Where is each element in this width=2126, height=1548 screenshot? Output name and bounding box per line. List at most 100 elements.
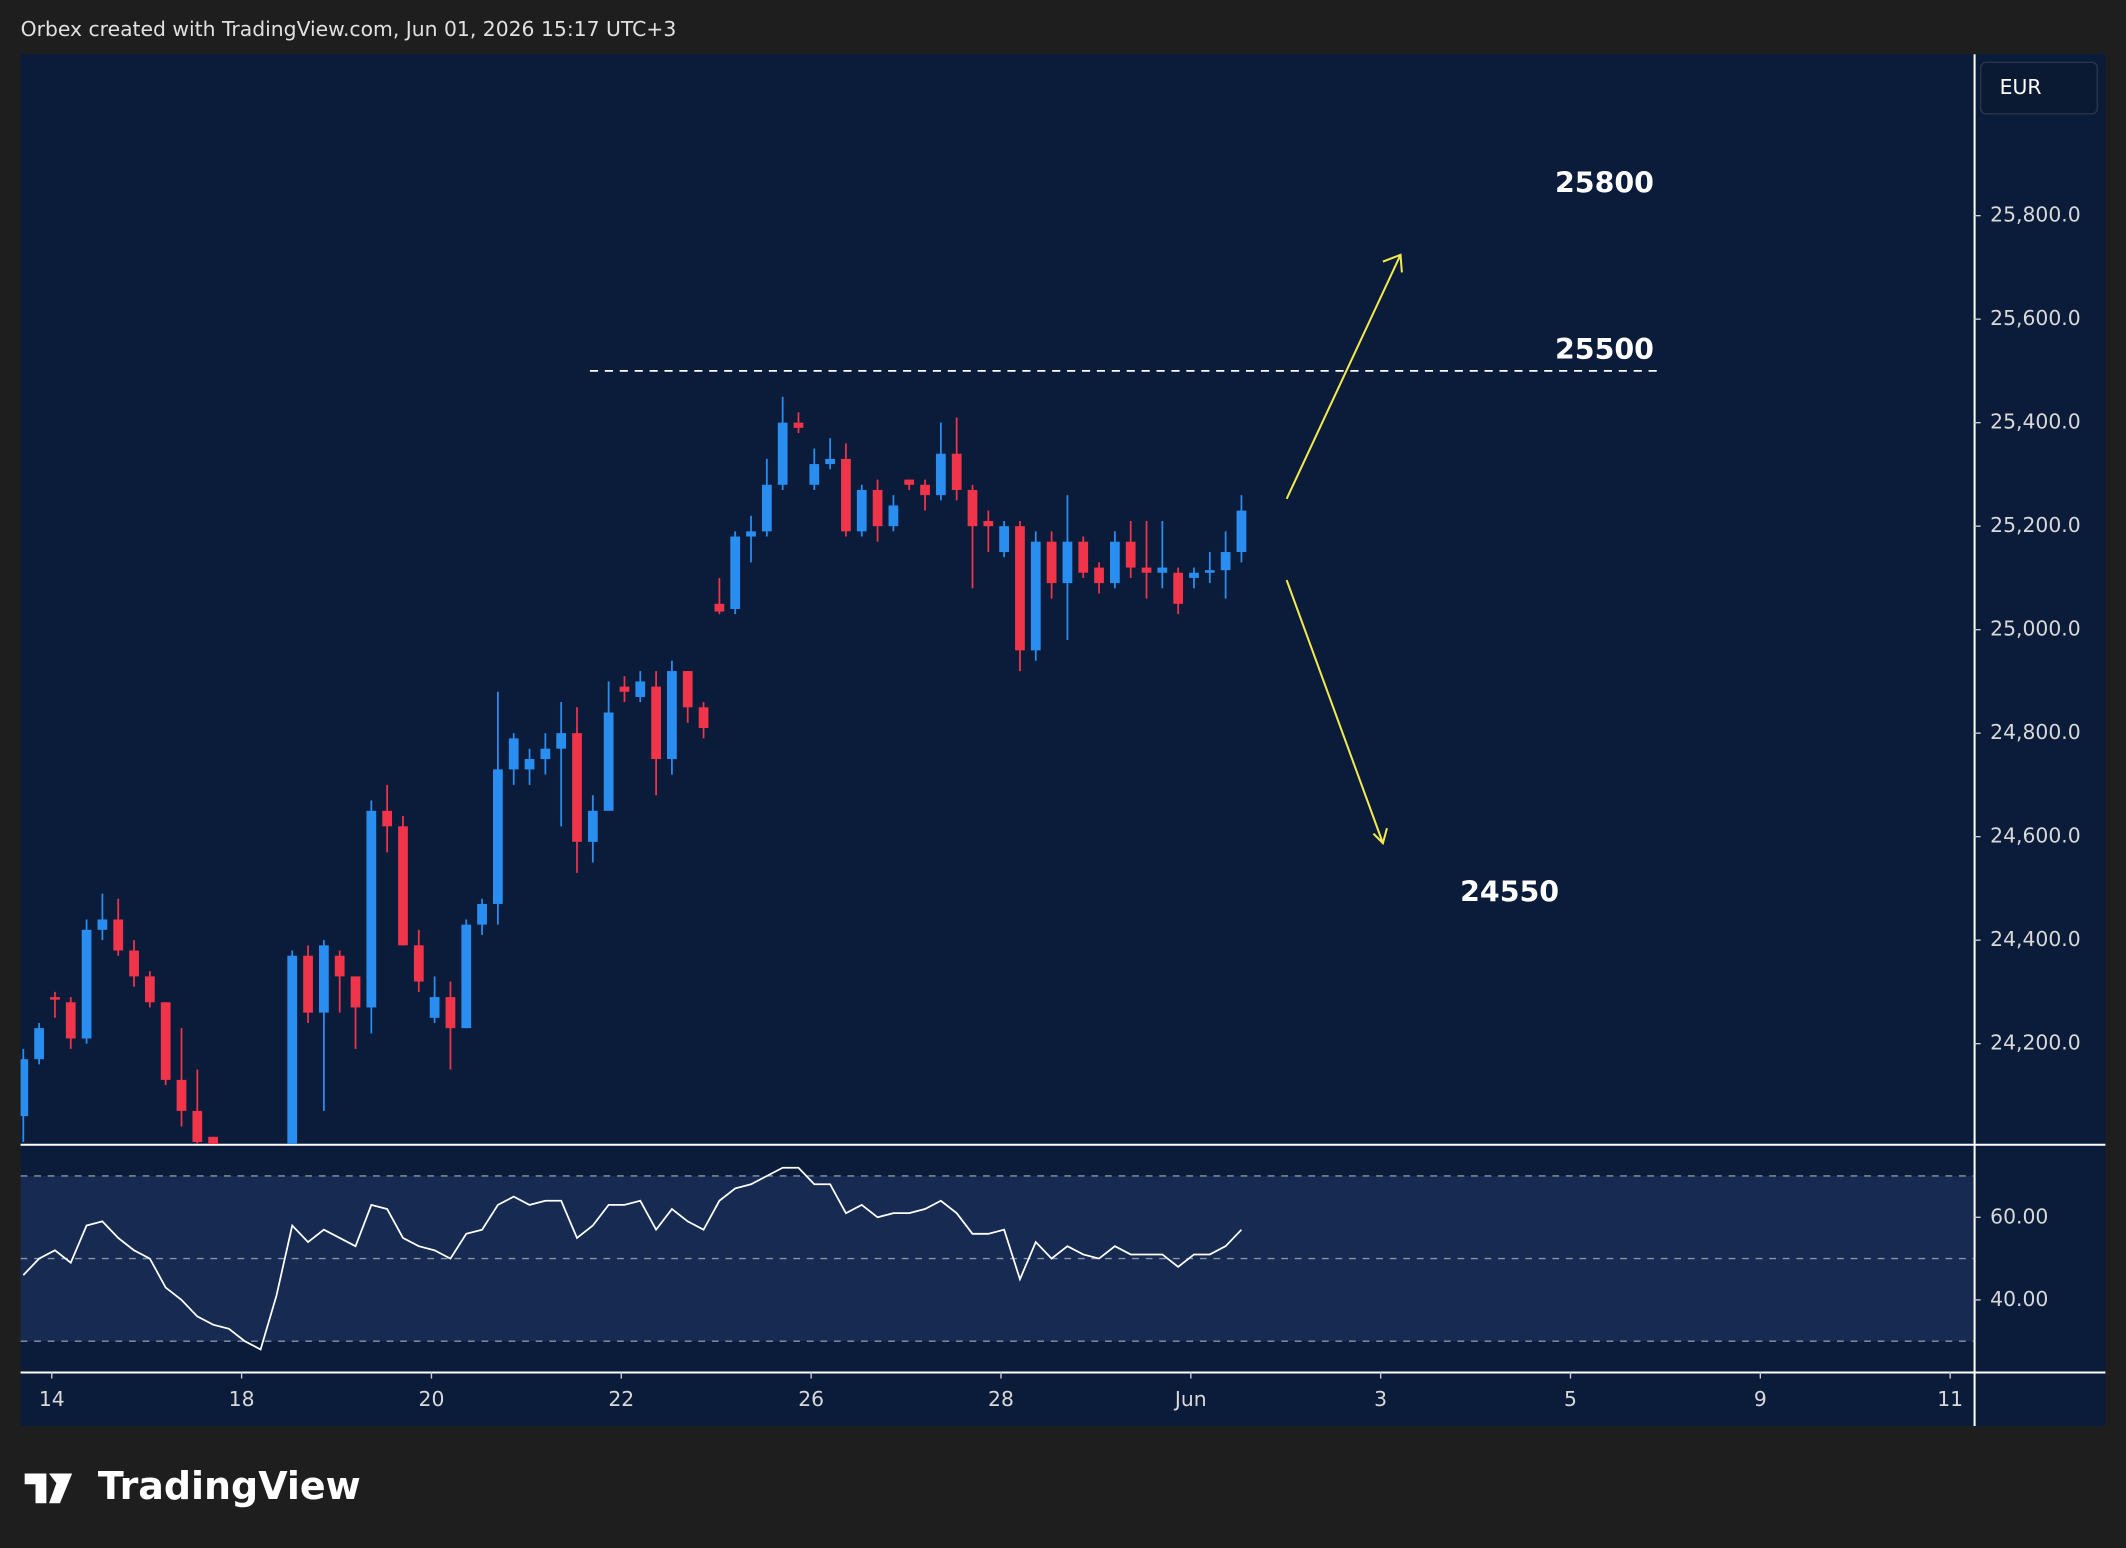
candle-body bbox=[334, 955, 345, 977]
candle-body bbox=[856, 489, 867, 532]
candle-body bbox=[920, 484, 930, 496]
candle-body bbox=[1125, 541, 1136, 568]
candle-body bbox=[477, 903, 487, 925]
candle-body bbox=[761, 484, 772, 532]
candle-body bbox=[192, 1110, 203, 1142]
candle-body bbox=[651, 686, 661, 760]
candle-body bbox=[951, 453, 962, 490]
x-tick-label: 5 bbox=[1564, 1387, 1577, 1411]
candle-body bbox=[1157, 567, 1168, 573]
y-tick-label: 25,400.0 bbox=[1990, 410, 2081, 434]
y-tick-label: 25,800.0 bbox=[1990, 203, 2081, 227]
x-tick-label: Jun bbox=[1173, 1387, 1207, 1411]
candle-body bbox=[461, 924, 472, 1029]
candle-body bbox=[809, 464, 820, 485]
candle-body bbox=[65, 1002, 76, 1039]
candle-body bbox=[318, 945, 329, 1013]
candle-body bbox=[999, 526, 1010, 553]
x-tick-label: 11 bbox=[1937, 1387, 1963, 1411]
candle-body bbox=[81, 929, 92, 1039]
logo: TradingView bbox=[24, 1464, 361, 1508]
candle-body bbox=[97, 919, 108, 930]
y-tick-label: 40.00 bbox=[1990, 1287, 2048, 1311]
candle-body bbox=[682, 671, 693, 708]
currency: EUR bbox=[2000, 75, 2042, 99]
candle-body bbox=[1078, 541, 1089, 573]
candle-body bbox=[1094, 567, 1104, 584]
candle-body bbox=[1015, 526, 1025, 651]
rsi-line bbox=[22, 1166, 1243, 1351]
candles bbox=[20, 396, 1247, 1145]
candle-body bbox=[935, 453, 946, 496]
annotation: 24550 bbox=[1460, 875, 1559, 908]
candle-body bbox=[572, 733, 582, 842]
candle-body bbox=[34, 1028, 44, 1060]
y-tick-label: 25,200.0 bbox=[1990, 513, 2081, 537]
candle-body bbox=[1109, 541, 1120, 584]
x-tick-label: 20 bbox=[419, 1387, 445, 1411]
candle-body bbox=[303, 955, 313, 1013]
candle-body bbox=[587, 810, 598, 842]
candle-body bbox=[777, 422, 788, 485]
candle-body bbox=[888, 505, 899, 527]
candle-body bbox=[413, 945, 424, 982]
candle-body bbox=[1062, 541, 1073, 584]
candle-body bbox=[714, 603, 725, 612]
y-tick-label: 24,200.0 bbox=[1990, 1031, 2081, 1055]
candle-body bbox=[983, 520, 994, 527]
candle-body bbox=[967, 489, 978, 527]
annotation: 25500 bbox=[1555, 333, 1654, 366]
header: Orbex created with TradingView.com, Jun … bbox=[21, 17, 677, 41]
candle-body bbox=[556, 733, 567, 749]
y-tick-label: 60.00 bbox=[1990, 1204, 2048, 1228]
y-tick-label: 24,400.0 bbox=[1990, 927, 2081, 951]
y-tick-label: 25,600.0 bbox=[1990, 306, 2081, 330]
candle-body bbox=[1046, 541, 1057, 584]
candle-body bbox=[667, 671, 677, 760]
candle-body bbox=[1173, 572, 1184, 604]
currency-box bbox=[1980, 61, 2098, 115]
candle-body bbox=[1141, 567, 1152, 573]
candle-body bbox=[429, 997, 440, 1018]
candle-body bbox=[825, 458, 835, 465]
logo-icon bbox=[24, 1473, 73, 1504]
candle-body bbox=[793, 422, 804, 428]
candle-body bbox=[445, 997, 456, 1029]
candle-body bbox=[287, 955, 298, 1145]
candle-body bbox=[50, 997, 60, 1000]
candle-body bbox=[603, 712, 614, 811]
candle-body bbox=[746, 531, 756, 537]
x-tick-label: 26 bbox=[798, 1387, 824, 1411]
logo-text: TradingView bbox=[98, 1464, 361, 1508]
y-tick-label: 24,600.0 bbox=[1990, 824, 2081, 848]
y-tick-label: 24,800.0 bbox=[1990, 720, 2081, 744]
candle-body bbox=[1204, 570, 1215, 573]
x-tick-label: 14 bbox=[39, 1387, 65, 1411]
candle-body bbox=[635, 681, 646, 697]
candle-body bbox=[493, 769, 503, 904]
candle-body bbox=[1030, 541, 1041, 651]
candle-body bbox=[841, 458, 851, 532]
candle-body bbox=[904, 479, 915, 485]
annotation: 25800 bbox=[1555, 166, 1654, 199]
candle-body bbox=[113, 919, 124, 951]
candle-body bbox=[508, 738, 519, 770]
candle-body bbox=[160, 1002, 171, 1080]
candle-body bbox=[619, 686, 630, 692]
candle-body bbox=[208, 1136, 219, 1145]
x-tick-label: 22 bbox=[608, 1387, 634, 1411]
candle-body bbox=[20, 1059, 29, 1117]
candle-body bbox=[1220, 552, 1231, 571]
candle-body bbox=[366, 810, 377, 1008]
candle-body bbox=[129, 950, 139, 977]
candle-body bbox=[144, 976, 155, 1003]
candle-body bbox=[1236, 510, 1247, 553]
candle-body bbox=[524, 759, 535, 770]
x-tick-label: 3 bbox=[1374, 1387, 1387, 1411]
candle-body bbox=[176, 1079, 187, 1111]
candle-body bbox=[540, 748, 551, 760]
arrows bbox=[1285, 253, 1403, 846]
candle-body bbox=[730, 536, 741, 609]
